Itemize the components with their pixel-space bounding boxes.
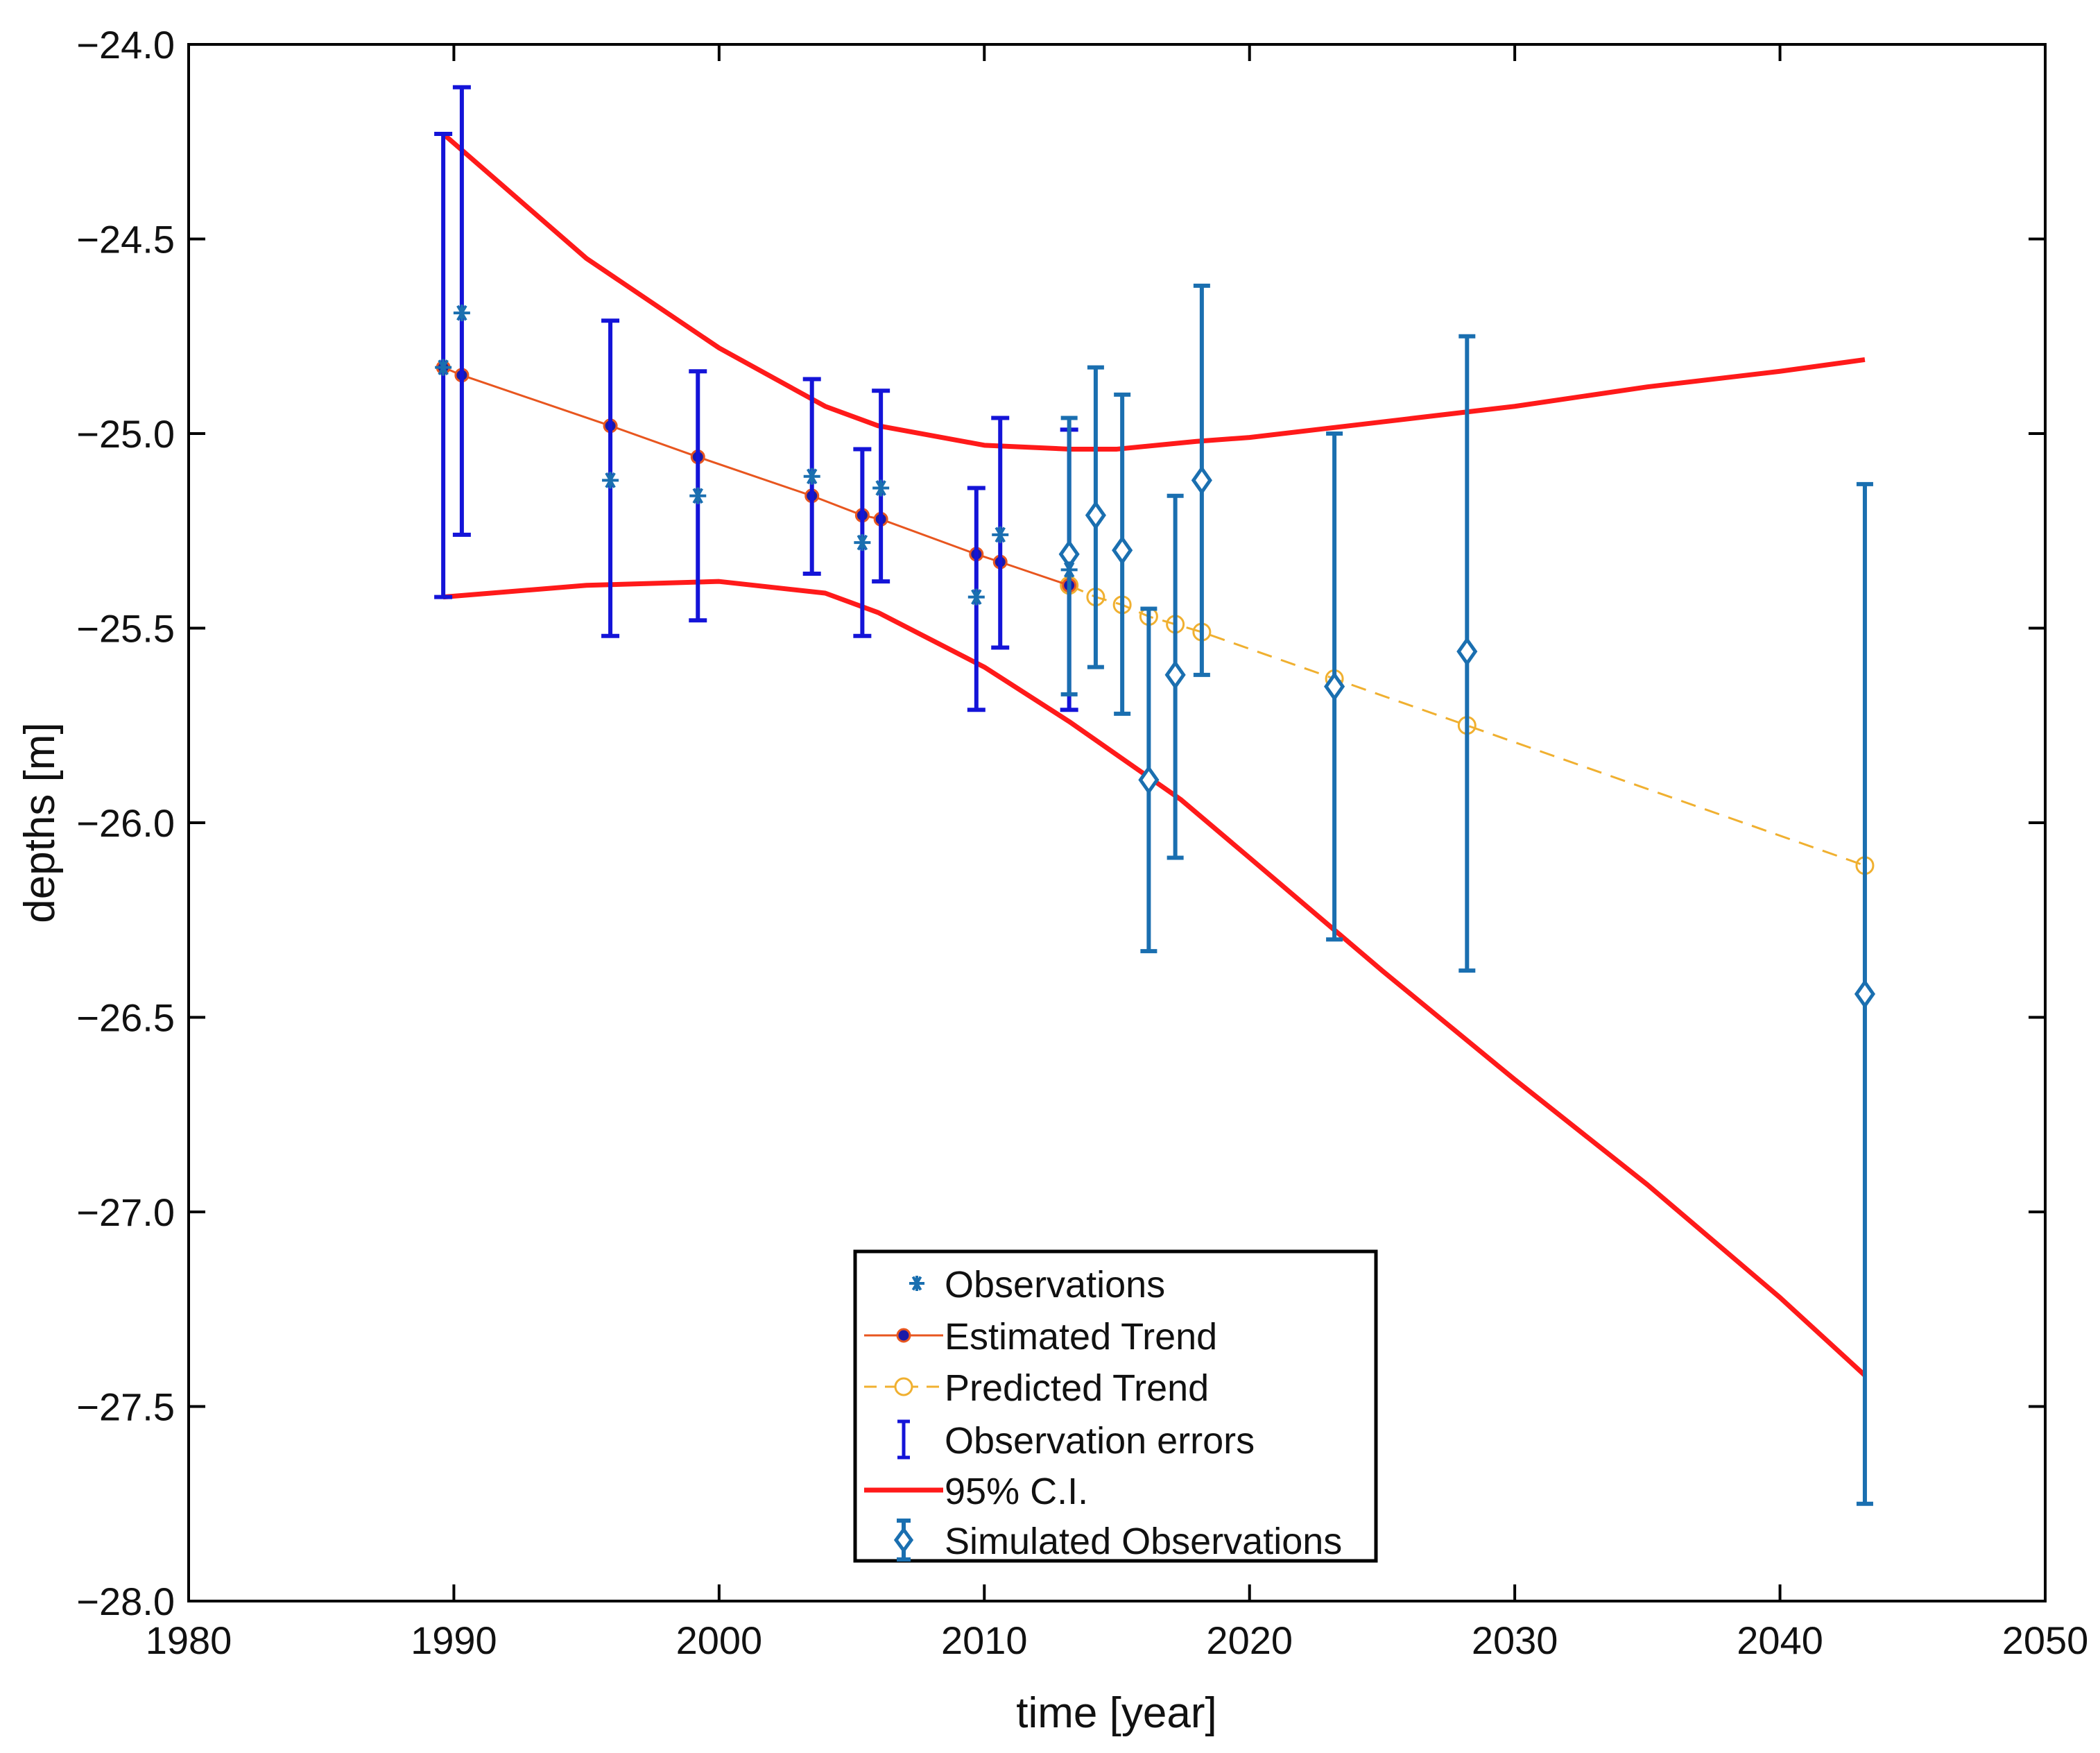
y-tick-label: −27.5 bbox=[76, 1385, 175, 1429]
simulated-observation-point bbox=[1324, 672, 1345, 701]
x-tick-label: 1990 bbox=[411, 1618, 497, 1662]
legend-entries: Observations Estimated Trend Predicted Tre… bbox=[864, 1264, 1342, 1562]
legend-simulated-diamond-icon bbox=[893, 1526, 914, 1554]
observations-layer bbox=[435, 305, 1078, 606]
x-tick-label: 2010 bbox=[941, 1618, 1028, 1662]
ci-lower-line bbox=[442, 579, 1867, 1378]
x-tick-label: 1980 bbox=[146, 1618, 232, 1662]
simulated-observation-point bbox=[1085, 500, 1106, 531]
observation-point bbox=[854, 534, 871, 551]
legend-label: 95% C.I. bbox=[945, 1471, 1088, 1512]
simulated-observation-point bbox=[1112, 535, 1133, 565]
ci-upper-line bbox=[441, 132, 1866, 452]
simulated-observation-point bbox=[1191, 465, 1212, 495]
legend-entry-ci: 95% C.I. bbox=[864, 1471, 1088, 1512]
observation-point bbox=[689, 487, 707, 504]
legend: Observations Estimated Trend Predicted Tre… bbox=[853, 1249, 1378, 1563]
legend-entry-obs_errors: Observation errors bbox=[897, 1419, 1255, 1462]
simulated-observation-point bbox=[1164, 660, 1186, 690]
y-tick-label: −28.0 bbox=[76, 1580, 175, 1623]
legend-entry-predicted: Predicted Trend bbox=[864, 1367, 1209, 1409]
x-tick-label: 2020 bbox=[1206, 1618, 1293, 1662]
estimated-trend-line bbox=[442, 366, 1070, 587]
x-tick-label: 2030 bbox=[1472, 1618, 1558, 1662]
legend-label: Simulated Observations bbox=[945, 1521, 1342, 1562]
simulated-observation-point bbox=[1138, 764, 1160, 795]
simulated-observations-layer bbox=[1058, 283, 1876, 1506]
x-axis: 1980 1990 2000 2010 2020 2030 2040 2050 bbox=[146, 44, 2089, 1662]
y-tick-label: −26.5 bbox=[76, 996, 175, 1040]
observation-point bbox=[453, 305, 470, 322]
legend-observations-icon bbox=[909, 1276, 924, 1291]
legend-label: Observations bbox=[945, 1264, 1165, 1306]
legend-label: Estimated Trend bbox=[945, 1316, 1217, 1358]
observation-point bbox=[435, 359, 452, 376]
y-tick-label: −25.5 bbox=[76, 607, 175, 651]
observation-point bbox=[602, 472, 619, 489]
y-axis-label: depths [m] bbox=[16, 722, 64, 923]
y-tick-label: −25.0 bbox=[76, 412, 175, 456]
ci-layer bbox=[441, 132, 1867, 1378]
y-tick-label: −24.5 bbox=[76, 218, 175, 262]
legend-box bbox=[853, 1249, 1378, 1563]
simulated-observation-point bbox=[1456, 636, 1478, 667]
observation-point bbox=[1060, 561, 1078, 579]
observation-point bbox=[992, 526, 1009, 543]
legend-label: Predicted Trend bbox=[945, 1367, 1209, 1409]
legend-estimated-marker-icon bbox=[896, 1328, 911, 1343]
observation-point bbox=[967, 588, 985, 606]
y-axis: −24.0 −24.5 −25.0 −25.5 −26.0 −26.5 −27.0 −27.5… bbox=[76, 23, 2045, 1623]
x-tick-label: 2040 bbox=[1737, 1618, 1823, 1662]
legend-label: Observation errors bbox=[945, 1420, 1255, 1462]
x-tick-label: 2000 bbox=[676, 1618, 763, 1662]
simulated-observation-point bbox=[1854, 979, 1876, 1009]
y-tick-label: −24.0 bbox=[76, 23, 175, 67]
legend-entry-estimated: Estimated Trend bbox=[864, 1316, 1217, 1358]
observation-point bbox=[872, 479, 890, 497]
x-axis-label: time [year] bbox=[1016, 1689, 1216, 1737]
y-tick-label: −26.0 bbox=[76, 801, 175, 845]
observation-point bbox=[803, 468, 820, 485]
x-tick-label: 2050 bbox=[2002, 1618, 2089, 1662]
y-tick-label: −27.0 bbox=[76, 1190, 175, 1234]
legend-entry-simulated: Simulated Observations bbox=[893, 1519, 1342, 1562]
legend-entry-observations: Observations bbox=[909, 1264, 1165, 1306]
legend-predicted-marker-icon bbox=[894, 1377, 913, 1396]
